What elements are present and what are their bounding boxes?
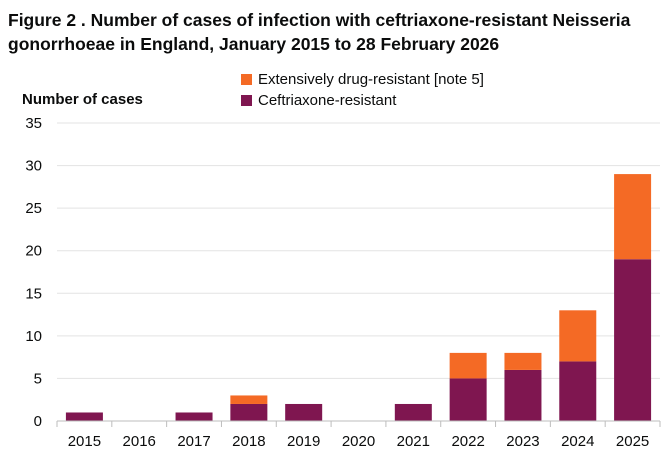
bar-ceftriaxone-2019 <box>285 403 323 421</box>
x-tick-label-2022: 2022 <box>451 433 484 450</box>
bar-xdr-2023 <box>504 352 542 370</box>
x-tick-label-2016: 2016 <box>123 433 156 450</box>
y-tick-label-5: 5 <box>34 370 42 387</box>
chart-title: Figure 2 . Number of cases of infection … <box>8 10 631 54</box>
x-tick-label-2015: 2015 <box>68 433 101 450</box>
x-tick-label-2018: 2018 <box>232 433 265 450</box>
legend-swatch-ceftriaxone <box>241 95 252 106</box>
x-tick-label-2024: 2024 <box>561 433 594 450</box>
legend-item-ceftriaxone: Ceftriaxone-resistant <box>241 90 484 111</box>
bar-ceftriaxone-2015 <box>65 412 103 421</box>
legend-item-xdr: Extensively drug-resistant [note 5] <box>241 69 484 90</box>
x-tick-label-2025: 2025 <box>616 433 649 450</box>
x-tick-label-2020: 2020 <box>342 433 375 450</box>
y-tick-label-35: 35 <box>25 115 42 132</box>
x-tick-label-2021: 2021 <box>397 433 430 450</box>
x-tick-label-2023: 2023 <box>506 433 539 450</box>
y-tick-label-30: 30 <box>25 158 42 175</box>
y-tick-label-0: 0 <box>34 413 42 430</box>
y-tick-label-15: 15 <box>25 285 42 302</box>
bar-ceftriaxone-2025 <box>614 259 652 421</box>
bar-xdr-2024 <box>559 310 597 362</box>
y-axis-label: Number of cases <box>22 91 143 108</box>
bar-ceftriaxone-2022 <box>449 378 487 421</box>
bar-ceftriaxone-2017 <box>175 412 213 421</box>
y-tick-label-25: 25 <box>25 200 42 217</box>
bar-xdr-2025 <box>614 174 652 260</box>
legend-swatch-xdr <box>241 74 252 85</box>
bar-ceftriaxone-2024 <box>559 361 597 421</box>
y-tick-label-20: 20 <box>25 243 42 260</box>
bar-xdr-2018 <box>230 395 268 404</box>
bar-xdr-2022 <box>449 352 487 379</box>
x-tick-label-2017: 2017 <box>177 433 210 450</box>
bar-ceftriaxone-2021 <box>394 403 432 421</box>
x-tick-label-2019: 2019 <box>287 433 320 450</box>
legend-label-ceftriaxone: Ceftriaxone-resistant <box>258 92 397 109</box>
legend-label-xdr: Extensively drug-resistant [note 5] <box>258 71 484 88</box>
chart-legend: Extensively drug-resistant [note 5] Ceft… <box>241 69 484 111</box>
y-tick-label-10: 10 <box>25 328 42 345</box>
bar-ceftriaxone-2023 <box>504 369 542 421</box>
bar-ceftriaxone-2018 <box>230 403 268 421</box>
